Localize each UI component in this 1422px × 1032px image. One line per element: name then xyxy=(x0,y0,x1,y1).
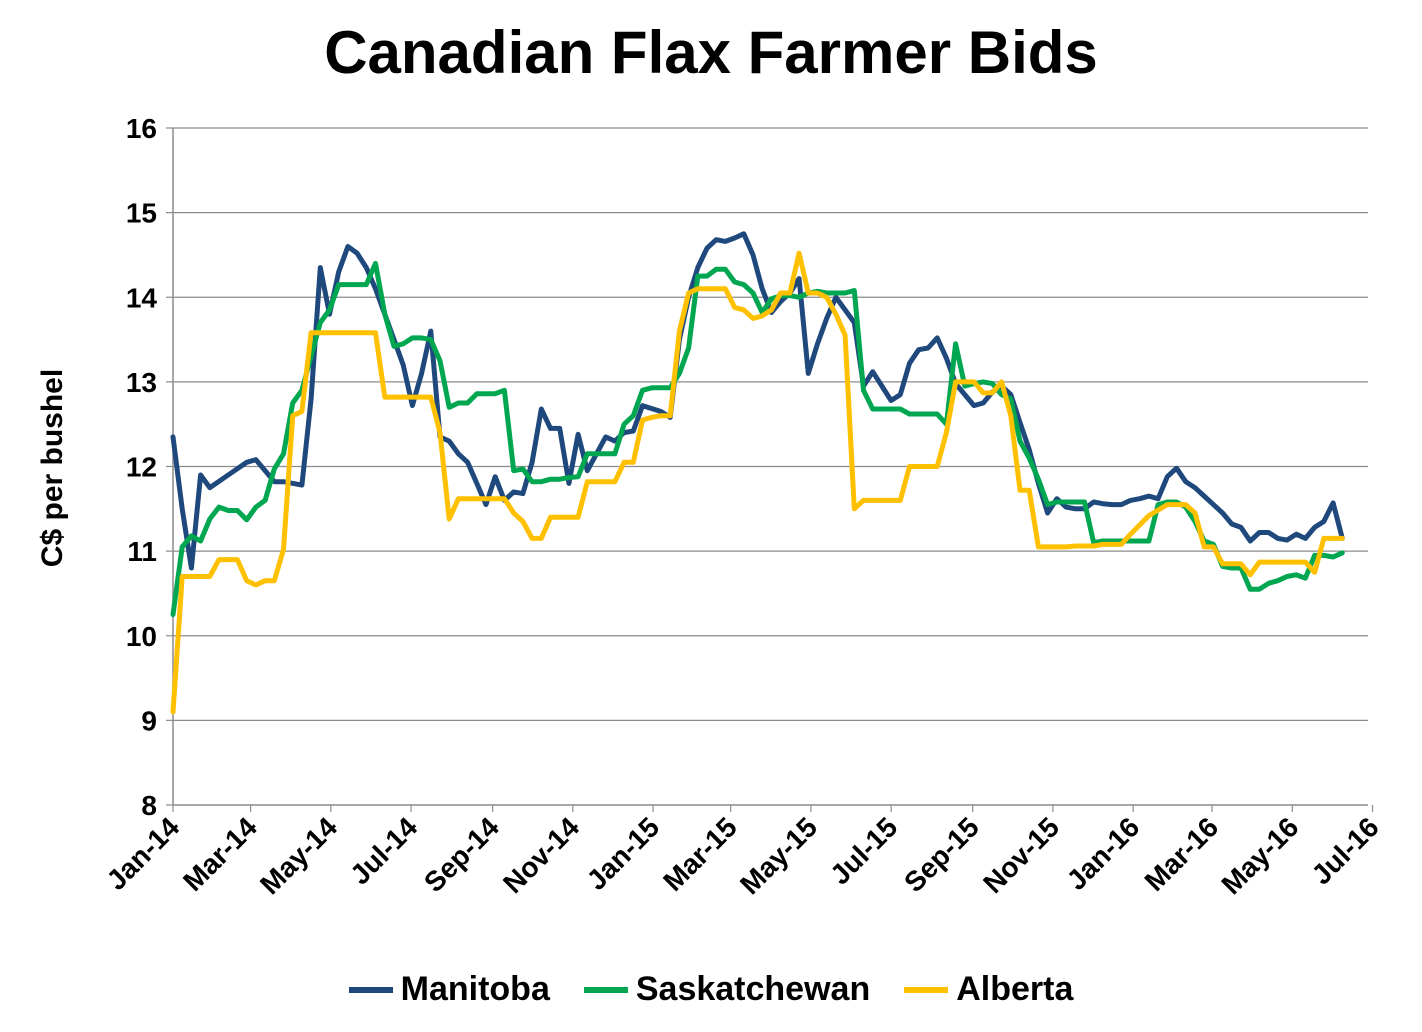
x-tick-label: Sep-15 xyxy=(898,811,985,898)
y-tick-label: 16 xyxy=(126,113,157,144)
legend-label-alberta: Alberta xyxy=(956,970,1074,1008)
legend-swatch-saskatchewan xyxy=(583,986,628,993)
legend-item-saskatchewan: Saskatchewan xyxy=(583,970,871,1009)
y-tick-labels: 8 9 10 11 12 13 14 15 16 xyxy=(126,113,158,821)
x-tick-label: Jan-15 xyxy=(581,811,666,896)
y-tick-label: 15 xyxy=(126,198,157,229)
legend-item-manitoba: Manitoba xyxy=(348,970,550,1009)
x-tick-label: Jul-14 xyxy=(344,811,423,890)
x-tick-label: May-15 xyxy=(734,811,823,900)
x-tick-label: May-16 xyxy=(1215,811,1304,900)
y-tick-label: 11 xyxy=(127,536,157,567)
axes xyxy=(166,127,1374,812)
legend: Manitoba Saskatchewan Alberta xyxy=(0,970,1422,1009)
legend-label-saskatchewan: Saskatchewan xyxy=(635,970,871,1008)
y-tick-label: 8 xyxy=(141,790,157,821)
chart-title: Canadian Flax Farmer Bids xyxy=(324,19,1098,86)
legend-swatch-alberta xyxy=(904,986,949,993)
series-line-alberta xyxy=(170,250,1345,715)
x-tick-label: Mar-14 xyxy=(177,811,263,897)
y-tick-label: 12 xyxy=(126,452,157,483)
legend-swatch-manitoba xyxy=(348,986,393,993)
x-tick-label: Jan-16 xyxy=(1061,811,1146,896)
legend-item-alberta: Alberta xyxy=(904,970,1073,1009)
x-tick-label: Jan-14 xyxy=(101,811,186,896)
y-tick-label: 9 xyxy=(141,705,157,736)
series-line-saskatchewan xyxy=(170,260,1345,618)
legend-label-manitoba: Manitoba xyxy=(400,970,550,1008)
series-lines xyxy=(170,231,1345,715)
x-tick-label: May-14 xyxy=(254,811,343,900)
x-tick-label: Jul-16 xyxy=(1306,811,1385,890)
x-tick-label: Sep-14 xyxy=(418,811,505,898)
x-tick-label: Nov-14 xyxy=(497,811,585,899)
gridlines xyxy=(173,127,1368,721)
y-tick-label: 13 xyxy=(126,367,157,398)
y-tick-label: 10 xyxy=(126,621,157,652)
y-tick-label: 14 xyxy=(126,282,158,313)
x-tick-label: Jul-15 xyxy=(824,811,903,890)
x-tick-label: Nov-15 xyxy=(977,811,1065,899)
x-tick-label: Mar-16 xyxy=(1139,811,1225,897)
x-tick-label: Mar-15 xyxy=(657,811,743,897)
y-axis-label: C$ per bushel xyxy=(36,369,69,567)
